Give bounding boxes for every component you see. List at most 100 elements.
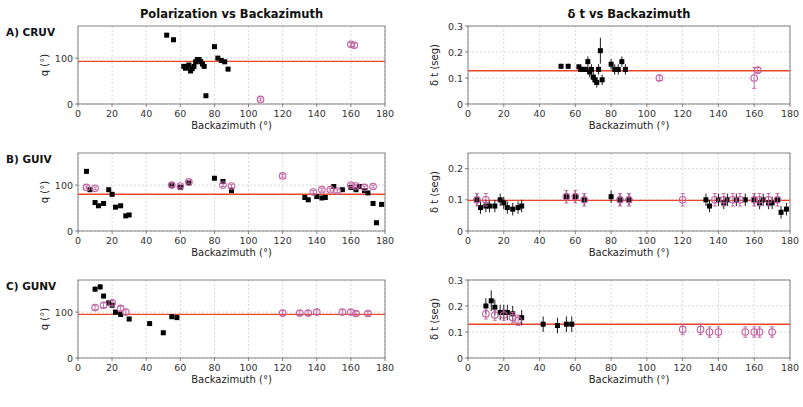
grid-line	[754, 26, 755, 104]
x-tick-label: 20	[498, 362, 510, 373]
x-tick	[682, 231, 683, 234]
point	[559, 64, 564, 69]
x-tick	[282, 358, 283, 361]
panel-title: δ t vs Backazimuth	[568, 7, 691, 21]
x-tick-label: 120	[274, 362, 292, 373]
point	[212, 44, 217, 49]
chart-container: 0204060801001201401601800100Backazimuth …	[0, 0, 803, 407]
y-tick-label: 0.2	[448, 47, 463, 58]
x-axis-label: Backazimuth (°)	[191, 374, 272, 385]
x-tick	[214, 231, 215, 234]
grid-line	[468, 306, 790, 307]
point	[319, 186, 326, 193]
panel: 02040608010012014016018000.10.20.3Backaz…	[429, 7, 799, 131]
x-tick	[790, 231, 791, 234]
point	[541, 322, 546, 327]
point	[122, 309, 129, 316]
x-tick	[682, 104, 683, 107]
x-tick-label: 0	[75, 362, 81, 373]
grid-line	[468, 168, 790, 169]
point	[98, 284, 103, 289]
x-tick-label: 140	[709, 362, 727, 373]
x-tick-label: 40	[534, 235, 546, 246]
x-tick	[503, 231, 504, 234]
grid-line	[214, 280, 215, 358]
point	[371, 201, 376, 206]
y-tick	[465, 280, 468, 281]
y-tick-label: 0	[67, 353, 73, 364]
point	[572, 193, 579, 200]
x-tick-label: 100	[239, 362, 257, 373]
grid	[78, 153, 385, 231]
y-axis-label: δ t (seg)	[429, 298, 440, 340]
point	[483, 197, 490, 204]
point	[101, 294, 106, 299]
x-tick	[214, 104, 215, 107]
grid	[468, 280, 790, 358]
y-tick	[465, 52, 468, 53]
x-tick-label: 60	[174, 108, 186, 119]
y-tick	[465, 332, 468, 333]
point	[365, 310, 372, 317]
x-tick	[350, 358, 351, 361]
axes: 0204060801001201401601800100	[55, 280, 394, 373]
panel: 02040608010012014016018000.10.2Backazimu…	[429, 153, 799, 258]
x-tick	[316, 358, 317, 361]
y-tick	[465, 26, 468, 27]
grid-line	[146, 26, 147, 104]
x-tick-label: 20	[106, 362, 118, 373]
x-tick-label: 0	[75, 235, 81, 246]
x-tick	[718, 231, 719, 234]
y-tick-label: 0	[457, 226, 463, 237]
point	[257, 96, 264, 103]
x-tick-label: 120	[674, 235, 692, 246]
x-tick-label: 180	[376, 235, 394, 246]
point	[489, 298, 494, 303]
point	[100, 302, 107, 309]
x-tick-label: 180	[781, 235, 799, 246]
y-tick-label: 100	[55, 180, 73, 191]
y-tick-label: 0	[457, 99, 463, 110]
y-tick-label: 100	[55, 53, 73, 64]
grid-line	[539, 153, 540, 231]
x-tick-label: 180	[781, 108, 799, 119]
point	[220, 182, 227, 189]
point	[515, 317, 522, 324]
point	[113, 310, 118, 315]
grid-line	[180, 26, 181, 104]
point	[339, 309, 346, 316]
x-tick-label: 20	[106, 235, 118, 246]
point	[627, 197, 632, 202]
panel: 0204060801001201401601800100Backazimuth …	[6, 280, 394, 385]
y-tick	[75, 58, 78, 59]
point	[379, 202, 384, 207]
x-tick	[718, 104, 719, 107]
point	[623, 67, 628, 72]
plot-frame	[78, 153, 385, 231]
x-tick	[682, 358, 683, 361]
x-tick	[78, 231, 79, 234]
x-tick-label: 100	[638, 362, 656, 373]
point	[169, 182, 176, 189]
grid-line	[112, 280, 113, 358]
plot-data	[468, 38, 790, 89]
point	[305, 310, 312, 317]
x-tick	[754, 231, 755, 234]
grid-line	[503, 26, 504, 104]
grid-line	[503, 153, 504, 231]
point	[361, 184, 368, 191]
x-tick-label: 100	[239, 108, 257, 119]
y-tick-label: 0.1	[448, 73, 463, 84]
x-tick	[754, 358, 755, 361]
point	[564, 322, 569, 327]
point	[492, 204, 497, 209]
point	[779, 210, 784, 215]
grid	[78, 280, 385, 358]
y-axis-label: δ t (seg)	[429, 44, 440, 86]
x-tick-label: 40	[140, 108, 152, 119]
point	[191, 64, 196, 69]
point	[609, 62, 614, 67]
reference-line	[468, 70, 790, 71]
figure: 0204060801001201401601800100Backazimuth …	[0, 0, 803, 407]
y-axis-label: q (°)	[39, 181, 50, 203]
